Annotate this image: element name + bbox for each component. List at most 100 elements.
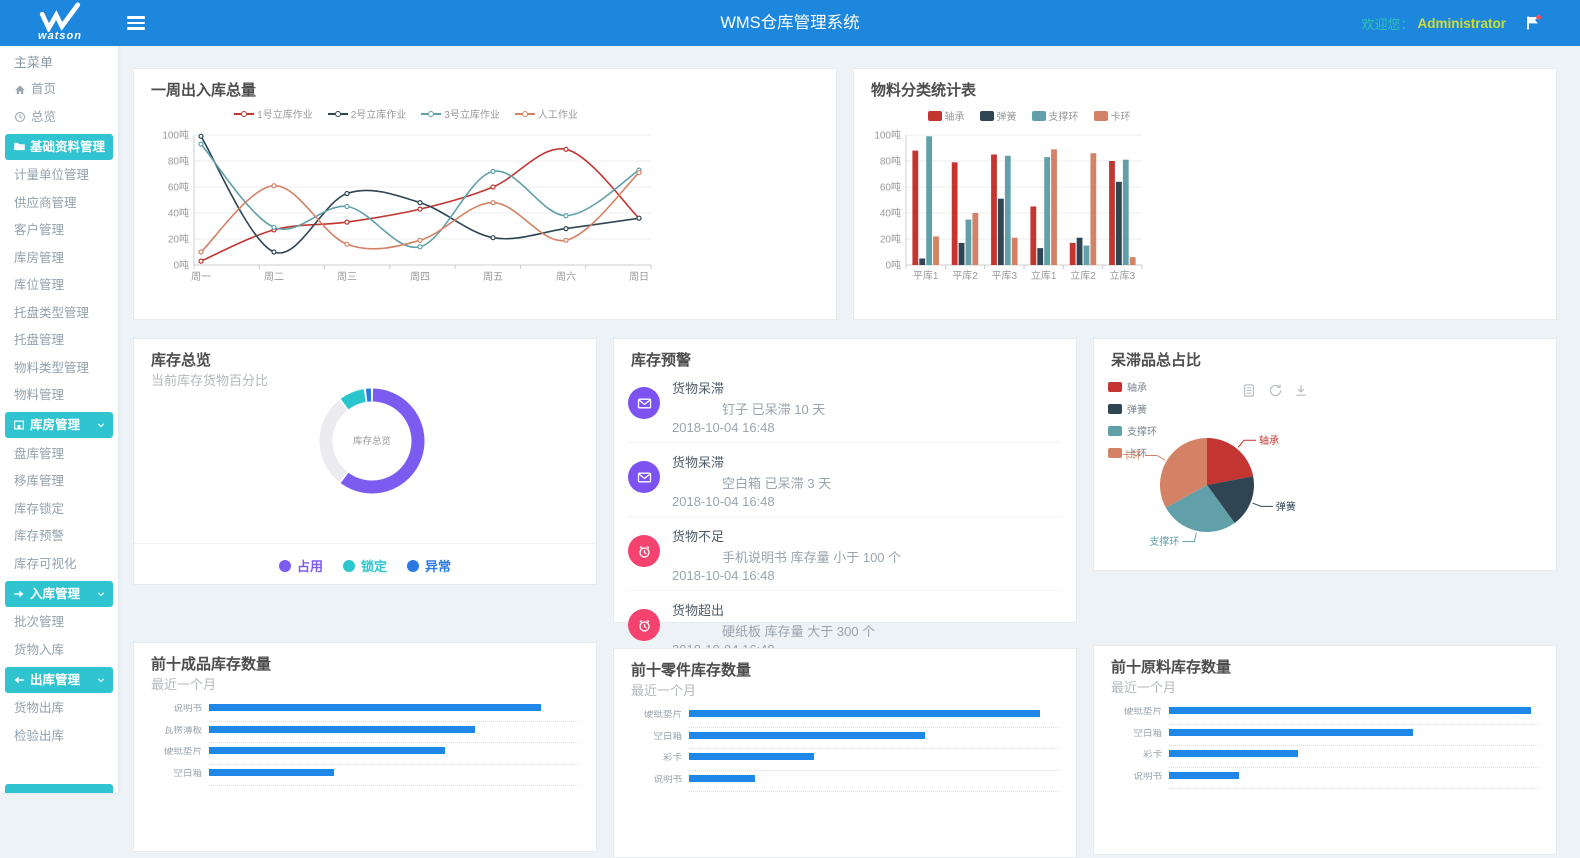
- hbar-bar: [209, 747, 446, 755]
- legend-item[interactable]: 占用: [278, 556, 323, 575]
- hbar-chart: 说明书 瓦楞薄板 硬纸垫片 空白箱: [150, 703, 578, 789]
- card-inventory-overview: 库存总览 当前库存货物百分比 库存总览 占用 锁定 异常: [133, 338, 597, 585]
- line-chart-legend: 1号立库作业 2号立库作业 3号立库作业 人工作业: [146, 106, 666, 121]
- legend-item[interactable]: 卡环: [1093, 108, 1131, 123]
- username[interactable]: Administrator: [1417, 15, 1506, 31]
- sidebar-item-15[interactable]: 库存锁定: [0, 496, 118, 524]
- hbar-bar: [1169, 707, 1531, 714]
- legend-item[interactable]: 1号立库作业: [234, 106, 313, 121]
- hbar-row: 说明书: [150, 703, 578, 714]
- sidebar-item-1[interactable]: 总览: [0, 104, 118, 132]
- sidebar-item-5[interactable]: 客户管理: [0, 217, 118, 245]
- alert-item-1[interactable]: 货物呆滞 空白箱 已呆滞 3 天 2018-10-04 16:48: [628, 443, 1062, 517]
- legend-item[interactable]: 轴承: [1108, 379, 1157, 394]
- sidebar-item-18[interactable]: 入库管理: [5, 580, 113, 607]
- sidebar-item-label: 出库管理: [30, 672, 81, 687]
- sidebar-item-label: 库存可视化: [14, 556, 77, 571]
- svg-text:周日: 周日: [629, 271, 649, 283]
- chart-title: 库存总览: [151, 352, 212, 369]
- alarm-icon: [628, 535, 660, 567]
- sidebar-item-0[interactable]: 首页: [0, 76, 118, 104]
- legend-item[interactable]: 支撑环: [1031, 108, 1079, 123]
- sidebar-item-partial[interactable]: [5, 784, 113, 793]
- user-area: 欢迎您： Administrator: [1361, 0, 1542, 46]
- chart-subtitle: 当前库存货物百分比: [151, 373, 269, 388]
- top-bar: watson WMS仓库管理系统 欢迎您： Administrator: [0, 0, 1580, 46]
- sidebar-item-17[interactable]: 库存可视化: [0, 551, 118, 579]
- svg-text:平库3: 平库3: [992, 269, 1018, 282]
- legend-item[interactable]: 人工作业: [514, 106, 578, 121]
- hbar-label: 硬纸垫片: [1123, 707, 1162, 717]
- sidebar-item-23[interactable]: 检验出库: [0, 723, 118, 751]
- hbar-label: 彩卡: [662, 753, 682, 764]
- sidebar-item-22[interactable]: 货物出库: [0, 695, 118, 723]
- sidebar-item-2[interactable]: 基础资料管理: [5, 133, 113, 160]
- svg-text:20吨: 20吨: [880, 233, 901, 246]
- sidebar-section-label: 主菜单: [14, 55, 54, 70]
- svg-text:卡环: 卡环: [1122, 449, 1142, 462]
- alert-title: 货物呆滞: [672, 455, 725, 470]
- legend-item[interactable]: 弹簧: [1108, 401, 1157, 416]
- card-material-stats: 物料分类统计表 轴承 弹簧 支撑环 卡环 0吨 20吨 40吨 60吨 80吨 100吨 平库1 平…: [853, 68, 1557, 320]
- legend-item[interactable]: 2号立库作业: [327, 106, 406, 121]
- sidebar-item-7[interactable]: 库位管理: [0, 272, 118, 300]
- notification-flag-icon[interactable]: [1524, 14, 1542, 32]
- restore-icon[interactable]: [1268, 383, 1283, 398]
- chart-title: 前十原料库存数量: [1111, 659, 1232, 676]
- chart-title: 呆滞品总占比: [1111, 352, 1202, 369]
- hbar-chart: 硬纸垫片 空白箱 彩卡 说明书: [630, 709, 1058, 795]
- sidebar-item-13[interactable]: 盘库管理: [0, 441, 118, 469]
- sidebar-item-16[interactable]: 库存预警: [0, 523, 118, 551]
- svg-text:立库3: 立库3: [1110, 269, 1136, 282]
- hbar-label: 彩卡: [1142, 750, 1162, 761]
- overview-icon: [14, 111, 27, 124]
- envelope-icon: [628, 461, 660, 493]
- hbar-row: 空白箱: [630, 731, 1058, 742]
- legend-item[interactable]: 锁定: [342, 556, 387, 575]
- sidebar-item-9[interactable]: 托盘管理: [0, 327, 118, 355]
- menu-toggle-button[interactable]: [127, 16, 145, 30]
- sidebar-item-12[interactable]: 库房管理: [5, 412, 113, 438]
- sidebar-item-label: 移库管理: [14, 474, 65, 488]
- chart-toolbox: [1242, 383, 1309, 398]
- svg-text:周一: 周一: [191, 271, 211, 283]
- svg-text:60吨: 60吨: [168, 181, 189, 194]
- sidebar-item-label: 盘库管理: [14, 446, 65, 461]
- legend-item[interactable]: 轴承: [927, 108, 965, 123]
- hbar-bar: [209, 725, 475, 733]
- hbar-label: 空白箱: [173, 768, 202, 779]
- sidebar-item-14[interactable]: 移库管理: [0, 468, 118, 496]
- svg-text:立库2: 立库2: [1070, 269, 1096, 282]
- alert-item-0[interactable]: 货物呆滞 钉子 已呆滞 10 天 2018-10-04 16:48: [628, 369, 1062, 443]
- legend-item[interactable]: 弹簧: [979, 108, 1017, 123]
- alert-item-2[interactable]: 货物不足 手机说明书 库存量 小于 100 个 2018-10-04 16:48: [628, 517, 1062, 591]
- sidebar-item-11[interactable]: 物料管理: [0, 382, 118, 410]
- download-icon[interactable]: [1294, 383, 1309, 398]
- sidebar-item-8[interactable]: 托盘类型管理: [0, 300, 118, 328]
- sidebar-item-3[interactable]: 计量单位管理: [0, 162, 118, 190]
- sidebar-item-label: 库位管理: [14, 278, 65, 292]
- logo-check-icon: [39, 2, 81, 32]
- sidebar-item-10[interactable]: 物料类型管理: [0, 355, 118, 383]
- sidebar-item-21[interactable]: 出库管理: [5, 666, 113, 693]
- alert-timestamp: 2018-10-04 16:48: [672, 494, 775, 509]
- sidebar-item-6[interactable]: 库房管理: [0, 245, 118, 273]
- legend-item[interactable]: 3号立库作业: [421, 106, 500, 121]
- alert-message: 钉子 已呆滞 10 天: [722, 402, 826, 417]
- hbar-bar: [1169, 728, 1413, 736]
- legend-item[interactable]: 卡环: [1108, 445, 1157, 460]
- alert-timestamp: 2018-10-04 16:48: [672, 568, 775, 583]
- data-view-icon[interactable]: [1242, 383, 1257, 398]
- sidebar-item-20[interactable]: 货物入库: [0, 637, 118, 665]
- legend-item[interactable]: 异常: [407, 556, 451, 575]
- chart-subtitle: 最近一个月: [151, 677, 217, 692]
- chart-title: 前十零件库存数量: [631, 662, 752, 679]
- hbar-label: 说明书: [173, 704, 202, 714]
- legend-item[interactable]: 支撑环: [1108, 423, 1157, 438]
- svg-text:周四: 周四: [410, 271, 430, 283]
- bar-chart-legend: 轴承 弹簧 支撑环 卡环: [864, 108, 1194, 123]
- sidebar-item-19[interactable]: 批次管理: [0, 609, 118, 637]
- svg-text:周五: 周五: [483, 271, 503, 283]
- sidebar-item-4[interactable]: 供应商管理: [0, 190, 118, 218]
- svg-text:60吨: 60吨: [880, 181, 901, 194]
